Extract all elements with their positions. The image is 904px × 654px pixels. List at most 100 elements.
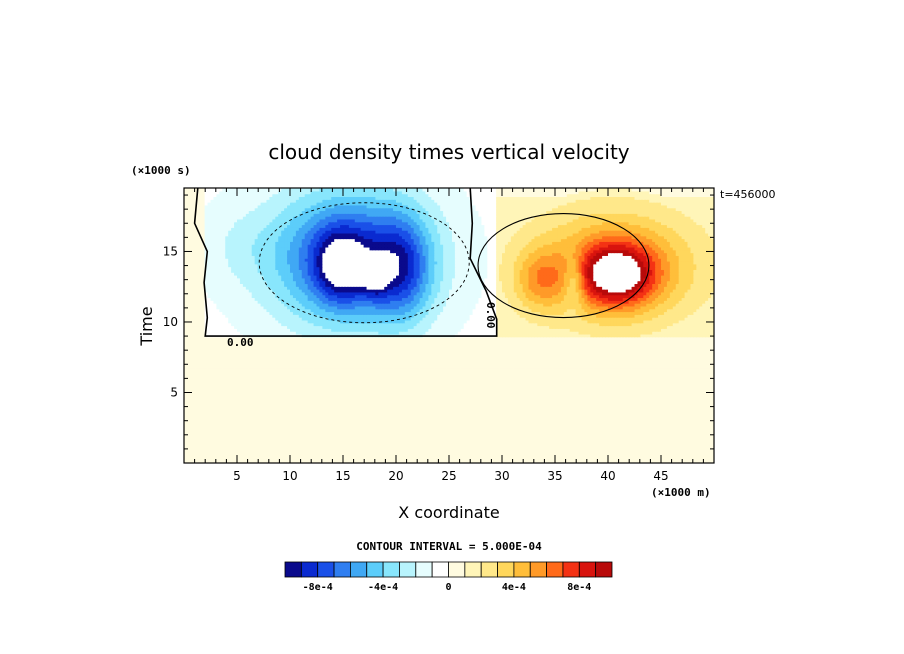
field-cell (460, 420, 465, 425)
field-cell (313, 432, 318, 436)
field-cell (643, 454, 647, 458)
field-cell (649, 454, 653, 458)
field-cell (210, 426, 215, 430)
field-cell (537, 432, 541, 436)
field-cell (619, 440, 624, 444)
field-cell (328, 437, 332, 442)
field-cell (566, 432, 571, 436)
field-cell (304, 418, 309, 422)
field-cell (584, 423, 588, 428)
field-cell (443, 440, 447, 444)
field-cell (393, 432, 397, 436)
field-cell (502, 440, 506, 444)
field-cell (493, 426, 497, 430)
field-cell (484, 423, 488, 428)
field-cell (507, 460, 512, 463)
field-cell (513, 429, 518, 433)
field-cell (290, 451, 294, 456)
field-cell (693, 448, 697, 453)
field-cell (572, 448, 577, 453)
field-cell (360, 437, 365, 442)
field-cell (425, 434, 429, 439)
field-cell (245, 440, 250, 444)
field-cell (393, 457, 397, 461)
field-cell (563, 420, 568, 425)
field-cell (234, 426, 238, 430)
field-cell (325, 454, 329, 458)
field-cell (584, 420, 588, 425)
field-cell (290, 423, 294, 428)
field-cell (234, 423, 238, 428)
field-cell (522, 426, 527, 430)
field-cell (443, 446, 447, 450)
field-cell (513, 451, 518, 456)
field-cell (451, 451, 456, 456)
field-cell (363, 446, 368, 450)
field-cell (599, 440, 603, 444)
field-cell (295, 448, 300, 453)
field-cell (510, 440, 515, 444)
field-cell (605, 443, 609, 447)
field-cell (354, 457, 359, 461)
field-cell (496, 432, 500, 436)
field-cell (275, 443, 279, 447)
field-cell (378, 448, 382, 453)
field-cell (198, 448, 203, 453)
field-cell (393, 423, 397, 428)
field-cell (696, 426, 700, 430)
field-cell (643, 437, 647, 442)
field-cell (366, 460, 371, 463)
field-cell (622, 451, 627, 456)
field-cell (637, 429, 641, 433)
field-cell (310, 460, 315, 463)
field-cell (434, 432, 438, 436)
field-cell (407, 432, 412, 436)
field-cell (334, 426, 338, 430)
field-cell (239, 446, 244, 450)
field-cell (560, 434, 565, 439)
field-cell (578, 423, 583, 428)
field-cell (440, 437, 444, 442)
field-cell (213, 426, 217, 430)
field-cell (231, 457, 235, 461)
field-cell (678, 440, 683, 444)
field-cell (363, 434, 368, 439)
field-cell (413, 448, 418, 453)
field-cell (216, 418, 220, 422)
field-cell (425, 448, 429, 453)
field-cell (478, 460, 482, 463)
field-cell (469, 451, 474, 456)
field-cell (198, 443, 203, 447)
field-cell (254, 437, 259, 442)
field-cell (481, 440, 485, 444)
field-cell (334, 457, 338, 461)
field-cell (369, 440, 374, 444)
field-cell (549, 457, 553, 461)
field-cell (331, 454, 335, 458)
field-cell (519, 432, 524, 436)
field-cell (466, 440, 471, 444)
field-cell (610, 460, 615, 463)
field-cell (325, 460, 329, 463)
field-cell (219, 426, 223, 430)
field-cell (410, 457, 415, 461)
field-cell (578, 451, 583, 456)
field-cell (192, 426, 197, 430)
field-cell (469, 443, 474, 447)
field-cell (378, 432, 382, 436)
field-cell (319, 443, 323, 447)
field-cell (463, 454, 468, 458)
field-cell (287, 440, 291, 444)
field-cell (375, 432, 379, 436)
field-cell (446, 423, 450, 428)
field-cell (337, 460, 341, 463)
field-cell (655, 434, 659, 439)
field-cell (275, 423, 279, 428)
field-cell (228, 448, 232, 453)
field-cell (596, 434, 600, 439)
field-cell (390, 432, 394, 436)
field-cell (575, 434, 580, 439)
field-cell (231, 437, 235, 442)
field-cell (269, 460, 273, 463)
field-cell (216, 443, 220, 447)
